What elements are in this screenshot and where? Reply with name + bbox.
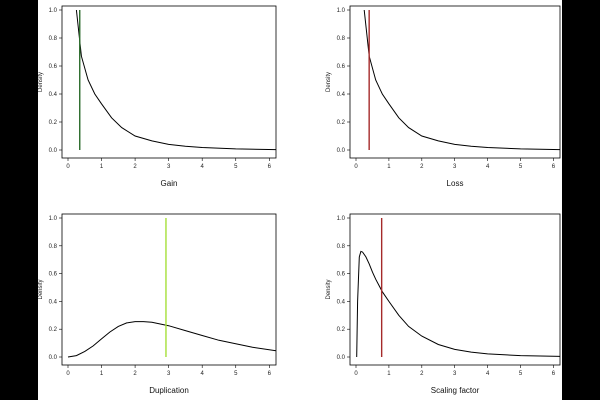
x-tick-label: 3 [453, 371, 457, 377]
x-tick-label: 5 [234, 164, 238, 170]
x-tick-label: 3 [453, 164, 457, 170]
density-curve [67, 321, 276, 358]
x-tick-label: 4 [486, 371, 490, 377]
plot-3: 0.0 0.2 0.4 0.6 0.8 1.0 0 1 2 3 4 5 6 Density Duplicat… [38, 213, 277, 395]
x-tick-label: 0 [66, 164, 70, 170]
y-tick-label: 0.4 [49, 299, 58, 305]
y-tick-label: 0.8 [337, 36, 346, 42]
x-tick-label: 4 [486, 164, 490, 170]
x-tick-label: 2 [420, 371, 424, 377]
x-tick-label: 3 [167, 371, 171, 377]
x-tick-label: 6 [552, 371, 556, 377]
y-tick-label: 0.8 [49, 36, 58, 42]
plot-frame [349, 5, 561, 159]
y-tick-label: 0.6 [49, 272, 58, 278]
x-axis-label: Scaling factor [431, 386, 480, 395]
density-curve [363, 9, 560, 151]
y-tick-label: 0.4 [49, 92, 58, 98]
plot-1: 0.0 0.2 0.4 0.6 0.8 1.0 0 1 2 3 4 5 6 Density Gain [38, 5, 277, 188]
plot-frame [61, 213, 277, 366]
x-tick-label: 6 [268, 371, 272, 377]
x-tick-label: 4 [201, 164, 205, 170]
y-tick-label: 0.4 [337, 299, 346, 305]
y-tick-label: 0.0 [337, 355, 346, 361]
y-axis-label: Density [326, 72, 332, 92]
figure-panel: 0.0 0.2 0.4 0.6 0.8 1.0 0 1 2 3 4 5 6 Density Gain 0.0 0… [38, 0, 562, 400]
x-tick-label: 1 [100, 371, 104, 377]
x-tick-label: 1 [387, 164, 391, 170]
y-tick-label: 0.8 [337, 244, 346, 250]
density-plots: 0.00.20.40.60.81.00 1 2 3 4 5 6DensityGain0.00… [38, 5, 561, 395]
y-tick-label: 0.0 [337, 148, 346, 154]
x-tick-label: 5 [234, 371, 238, 377]
y-tick-label: 0.0 [49, 355, 58, 361]
x-axis-label: Gain [161, 179, 178, 188]
x-tick-label: 0 [66, 371, 70, 377]
y-tick-label: 0.6 [337, 272, 346, 278]
x-tick-label: 1 [387, 371, 391, 377]
y-tick-label: 0.6 [337, 64, 346, 70]
y-tick-label: 0.2 [49, 327, 58, 333]
y-tick-label: 0.2 [337, 120, 346, 126]
x-tick-label: 6 [268, 164, 272, 170]
y-axis-label: Density [38, 72, 44, 92]
x-tick-label: 2 [133, 164, 137, 170]
y-axis-label: Density [38, 279, 44, 299]
density-curve [356, 250, 560, 358]
y-tick-label: 0.2 [337, 327, 346, 333]
x-tick-label: 2 [133, 371, 137, 377]
x-tick-label: 0 [354, 371, 358, 377]
y-tick-label: 0.0 [49, 148, 58, 154]
x-tick-label: 0 [354, 164, 358, 170]
y-tick-label: 0.8 [49, 244, 58, 250]
y-tick-label: 1.0 [49, 8, 58, 14]
x-axis-label: Loss [447, 179, 464, 188]
plot-2: 0.0 0.2 0.4 0.6 0.8 1.0 0 1 2 3 4 5 6 Density Loss [326, 5, 561, 188]
x-tick-label: 3 [167, 164, 171, 170]
density-curve [75, 9, 276, 151]
plot-4: 0.0 0.2 0.4 0.6 0.8 1.0 0 1 2 3 4 5 6 Density Scaling … [326, 213, 561, 395]
x-tick-label: 1 [100, 164, 104, 170]
y-tick-label: 1.0 [49, 216, 58, 222]
x-tick-label: 5 [519, 164, 523, 170]
x-tick-label: 5 [519, 371, 523, 377]
y-tick-label: 1.0 [337, 216, 346, 222]
x-tick-label: 6 [552, 164, 556, 170]
x-tick-label: 4 [201, 371, 205, 377]
x-axis-label: Duplication [149, 386, 189, 395]
plot-frame [61, 5, 277, 159]
y-tick-label: 0.4 [337, 92, 346, 98]
x-tick-label: 2 [420, 164, 424, 170]
y-tick-label: 0.2 [49, 120, 58, 126]
y-axis-label: Density [326, 279, 332, 299]
y-tick-label: 1.0 [337, 8, 346, 14]
y-tick-label: 0.6 [49, 64, 58, 70]
